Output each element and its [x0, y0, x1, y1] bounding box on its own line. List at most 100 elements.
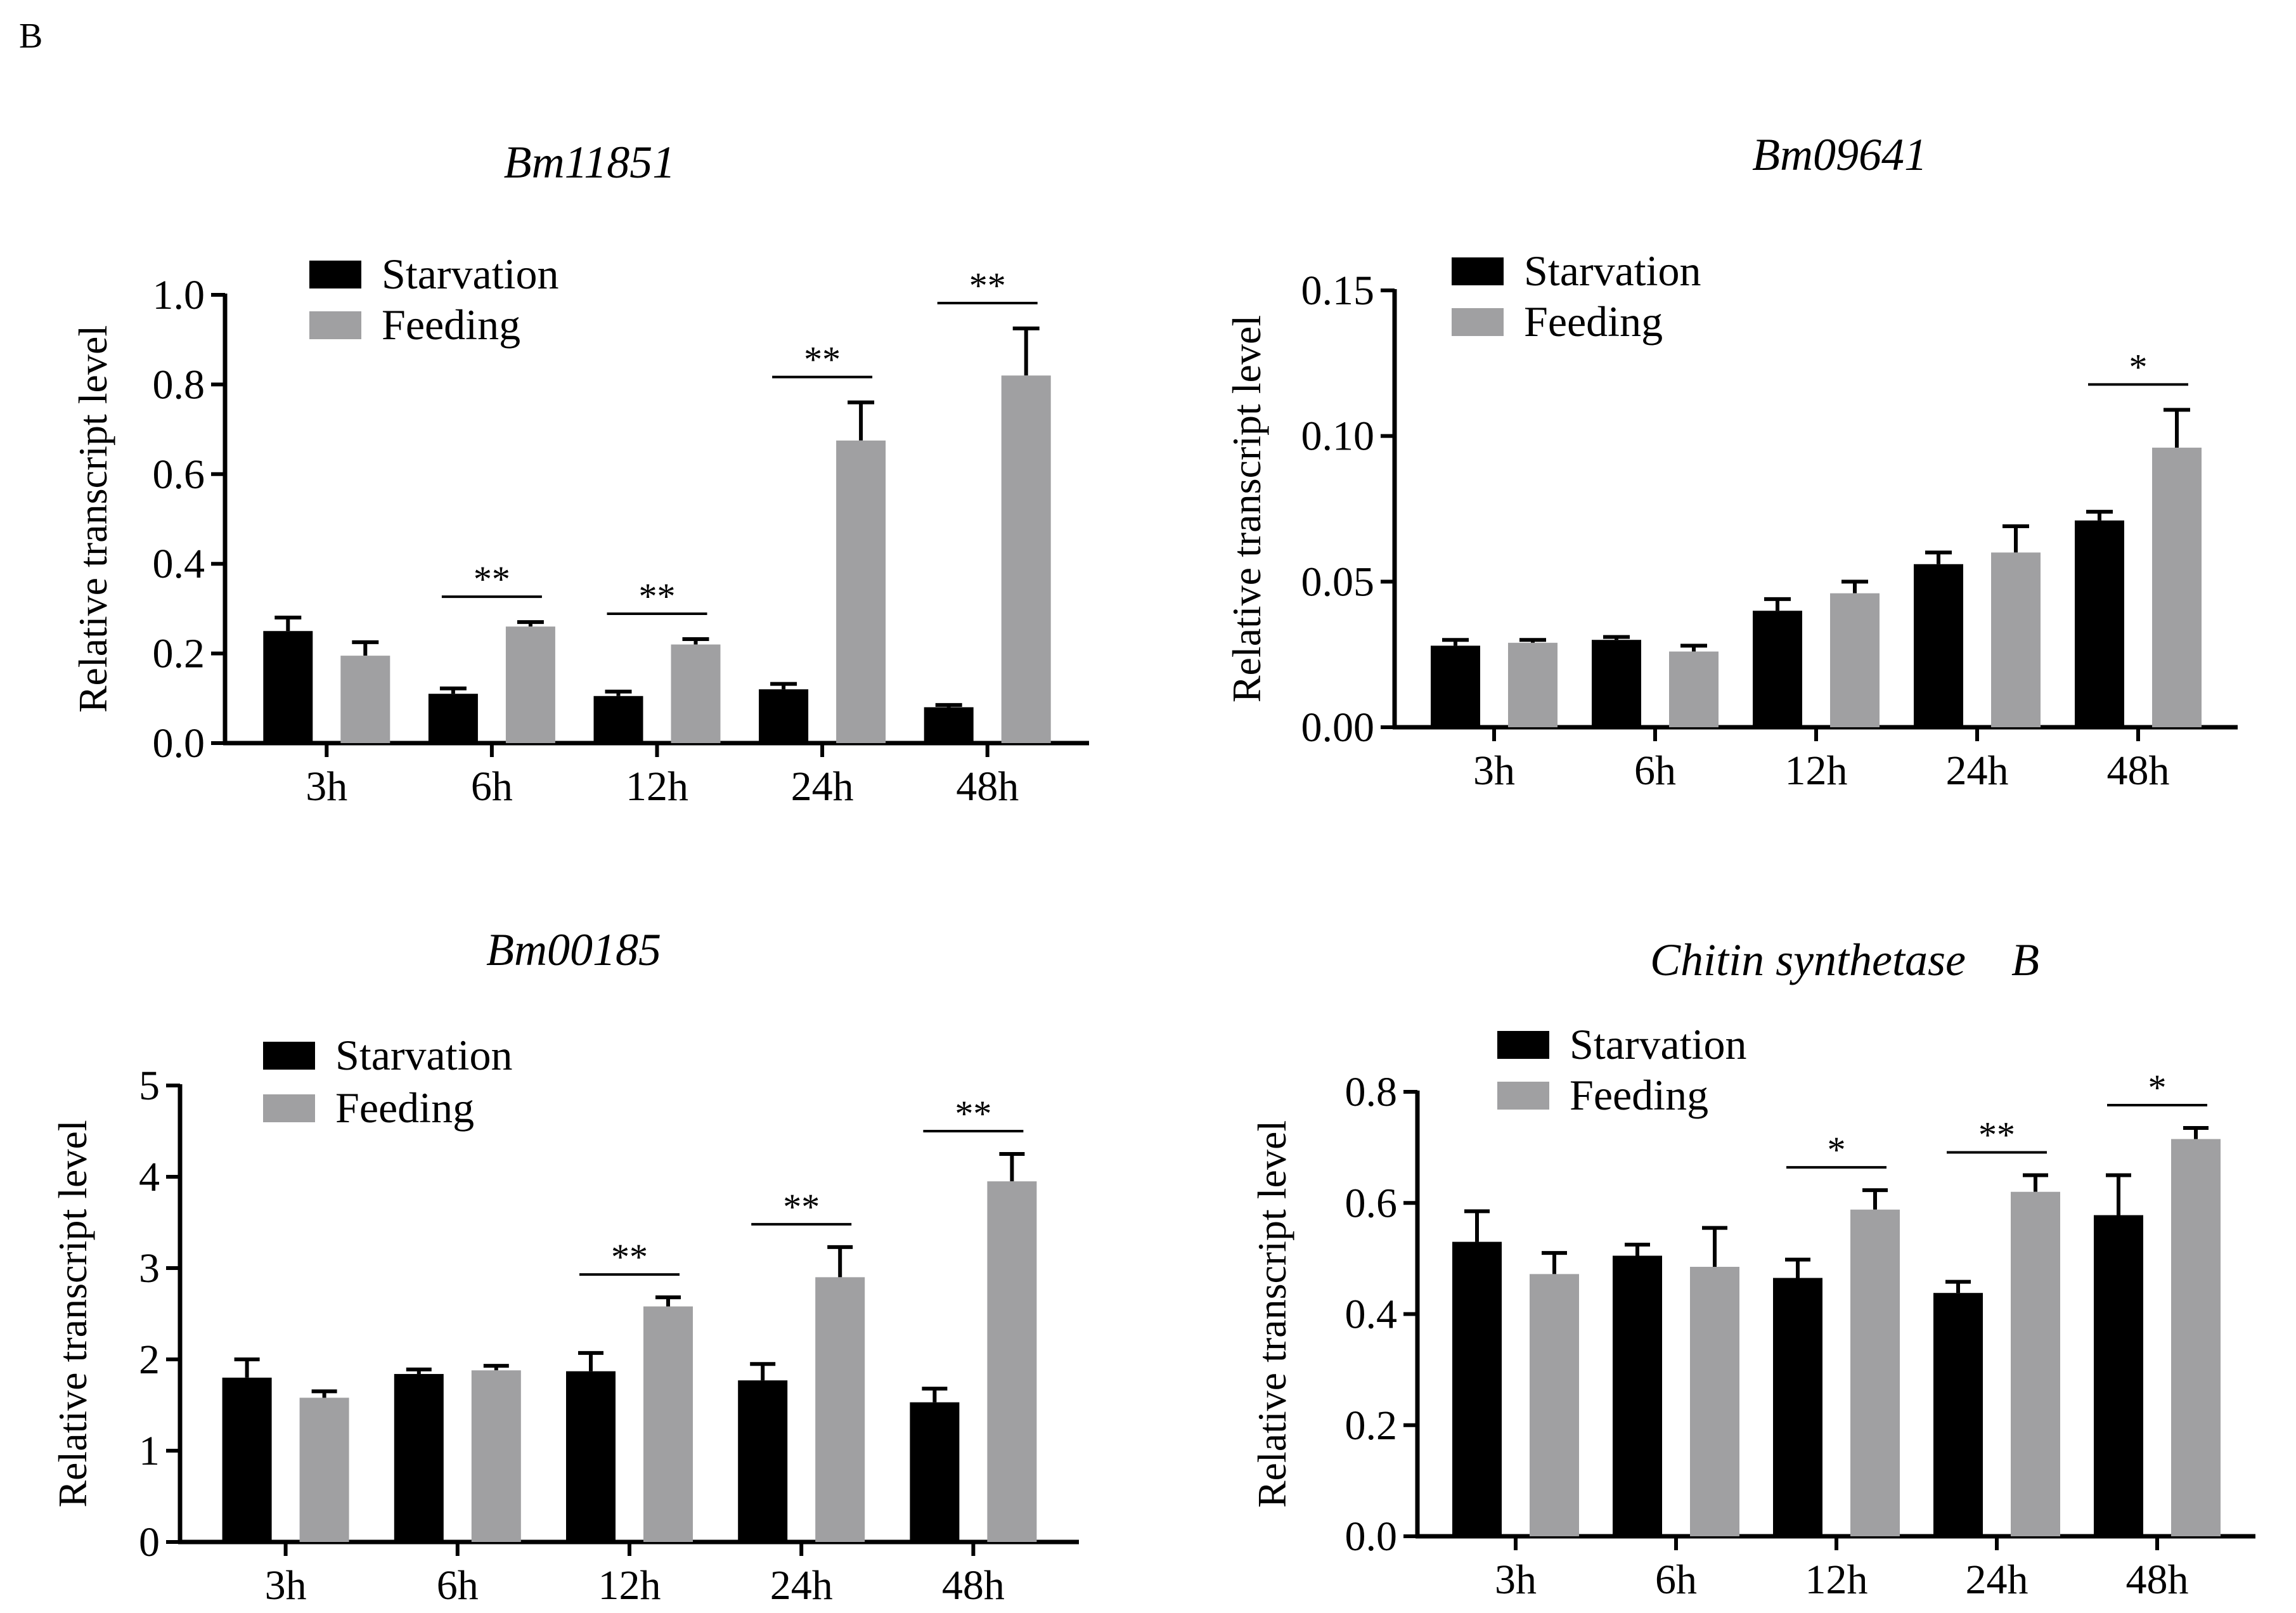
y-tick-label: 0.05: [1301, 559, 1375, 605]
bar-starvation: [910, 1402, 960, 1542]
bar-starvation: [593, 696, 643, 743]
x-tick-label: 48h: [2126, 1557, 2189, 1603]
x-tick-label: 48h: [2107, 748, 2170, 794]
legend-swatch-feeding: [1497, 1082, 1549, 1110]
bar-feeding: [2152, 448, 2202, 727]
x-tick-label: 12h: [598, 1562, 661, 1609]
chart-title: Bm00185: [486, 924, 661, 975]
legend-label-feeding: Feeding: [382, 301, 520, 349]
bar-starvation: [759, 689, 809, 743]
bar-feeding: [815, 1277, 865, 1542]
legend-swatch-starvation: [1452, 257, 1504, 285]
y-axis-label: Relative transcript level: [70, 325, 115, 713]
y-tick-label: 2: [139, 1337, 160, 1383]
y-tick-label: 0.2: [153, 631, 205, 677]
bar-feeding: [2011, 1191, 2060, 1536]
y-tick-label: 4: [139, 1154, 160, 1200]
panel-label: B: [19, 16, 42, 56]
y-tick-label: 0.8: [153, 361, 205, 408]
significance-label: **: [804, 339, 841, 380]
bar-starvation: [1452, 1241, 1502, 1536]
legend-swatch-starvation: [263, 1042, 315, 1070]
bar-starvation: [222, 1377, 272, 1542]
chart-title: Bm11851: [504, 137, 676, 188]
x-tick-label: 6h: [437, 1562, 479, 1609]
chart-2: Bm09641 Relative transcript level 0.00 0.05…: [1224, 129, 2238, 794]
bar-feeding: [643, 1306, 693, 1542]
y-tick-label: 0.2: [1345, 1402, 1398, 1449]
bar-starvation: [1592, 640, 1641, 727]
bar-starvation: [394, 1374, 444, 1542]
bar-starvation: [1773, 1278, 1822, 1536]
x-tick-label: 24h: [791, 763, 854, 810]
x-tick-label: 3h: [306, 763, 347, 810]
legend-label-feeding: Feeding: [335, 1084, 474, 1132]
significance-label: **: [955, 1093, 991, 1134]
bar-feeding: [836, 440, 886, 743]
charts-container: Bm11851 Relative transcript level 0.0 0.2 0.…: [50, 129, 2255, 1609]
bar-starvation: [924, 707, 974, 743]
y-axis-label: Relative transcript level: [1249, 1120, 1294, 1508]
x-tick-label: 48h: [942, 1562, 1005, 1609]
chart-3: Bm00185 Relative transcript level 0 1 2 3 4 5 3h…: [50, 924, 1079, 1609]
bar-starvation: [428, 694, 478, 743]
significance-label: *: [2129, 346, 2148, 387]
y-tick-label: 0.10: [1301, 413, 1375, 460]
x-tick-label: 24h: [1966, 1557, 2028, 1603]
y-tick-label: 0.4: [1345, 1292, 1398, 1338]
y-tick-label: 0.0: [1345, 1513, 1398, 1560]
significance-label: **: [639, 576, 676, 617]
x-tick-label: 6h: [1655, 1557, 1697, 1603]
y-tick-label: 0.4: [153, 541, 205, 587]
significance-label: **: [474, 559, 510, 600]
y-tick-label: 0.15: [1301, 268, 1375, 314]
chart-title: Bm09641: [1752, 129, 1927, 180]
bar-starvation: [566, 1371, 616, 1542]
bar-starvation: [1914, 564, 1963, 727]
bar-starvation: [1431, 645, 1480, 727]
y-tick-label: 0.6: [1345, 1180, 1398, 1226]
x-tick-label: 48h: [956, 763, 1019, 810]
bar-feeding: [1850, 1209, 1900, 1536]
significance-label: *: [2148, 1067, 2167, 1108]
x-tick-label: 12h: [1805, 1557, 1868, 1603]
bar-feeding: [1690, 1267, 1739, 1536]
legend-label-starvation: Starvation: [1524, 247, 1701, 295]
legend-swatch-feeding: [309, 311, 361, 339]
bar-feeding: [1830, 593, 1880, 727]
bar-feeding: [340, 656, 390, 743]
significance-label: **: [1978, 1114, 2015, 1155]
legend-swatch-starvation: [309, 261, 361, 288]
y-tick-label: 0.0: [153, 720, 205, 767]
x-tick-label: 12h: [626, 763, 688, 810]
chart-title: Chitin synthetase B: [1650, 935, 2039, 985]
bar-feeding: [471, 1370, 521, 1542]
x-tick-label: 24h: [1946, 748, 2009, 794]
significance-label: **: [969, 265, 1006, 306]
bar-feeding: [1530, 1274, 1579, 1536]
legend-swatch-feeding: [1452, 308, 1504, 336]
y-tick-label: 1: [139, 1428, 160, 1474]
y-tick-label: 0.6: [153, 451, 205, 498]
bar-starvation: [1933, 1293, 1983, 1536]
x-tick-label: 12h: [1785, 748, 1848, 794]
legend-label-feeding: Feeding: [1524, 297, 1663, 346]
x-tick-label: 24h: [770, 1562, 833, 1609]
y-axis-label: Relative transcript level: [50, 1120, 95, 1507]
legend-label-starvation: Starvation: [382, 250, 559, 298]
bar-feeding: [1669, 651, 1719, 727]
x-tick-label: 3h: [1473, 748, 1515, 794]
legend-label-feeding: Feeding: [1570, 1071, 1708, 1119]
bar-feeding: [1508, 642, 1558, 727]
legend-swatch-starvation: [1497, 1031, 1549, 1059]
x-tick-label: 3h: [265, 1562, 307, 1609]
bar-starvation: [2094, 1215, 2143, 1536]
bar-feeding: [671, 644, 721, 743]
legend-swatch-feeding: [263, 1094, 315, 1122]
bar-feeding: [505, 626, 555, 743]
x-tick-label: 6h: [1634, 748, 1676, 794]
y-tick-label: 1.0: [153, 272, 205, 318]
bar-feeding: [299, 1397, 349, 1542]
bar-starvation: [263, 631, 313, 743]
